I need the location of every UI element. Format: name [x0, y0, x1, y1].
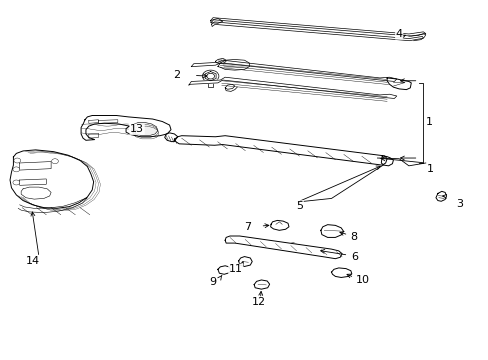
Circle shape — [14, 158, 20, 163]
Polygon shape — [331, 268, 351, 278]
Polygon shape — [224, 236, 342, 259]
Text: 13: 13 — [130, 124, 144, 134]
Polygon shape — [270, 220, 288, 230]
Polygon shape — [218, 266, 230, 274]
Polygon shape — [238, 257, 252, 266]
Polygon shape — [218, 59, 249, 70]
Polygon shape — [10, 150, 94, 208]
Polygon shape — [131, 123, 157, 135]
Text: 9: 9 — [209, 277, 216, 287]
Polygon shape — [386, 78, 410, 90]
Text: 8: 8 — [349, 233, 356, 242]
Polygon shape — [215, 58, 225, 64]
Polygon shape — [81, 116, 171, 140]
Circle shape — [13, 180, 20, 185]
Circle shape — [52, 159, 58, 164]
Text: 1: 1 — [427, 165, 433, 174]
Polygon shape — [164, 133, 178, 142]
Text: 11: 11 — [228, 264, 243, 274]
Polygon shape — [174, 136, 386, 165]
Polygon shape — [188, 77, 396, 99]
Polygon shape — [435, 192, 446, 201]
Text: 7: 7 — [243, 222, 250, 232]
Text: 14: 14 — [26, 256, 40, 266]
Text: 6: 6 — [350, 252, 357, 262]
Polygon shape — [254, 280, 269, 289]
Polygon shape — [381, 156, 393, 166]
Polygon shape — [191, 60, 396, 81]
Text: 12: 12 — [251, 297, 265, 307]
Text: 10: 10 — [355, 275, 369, 285]
Text: 3: 3 — [455, 199, 462, 209]
Polygon shape — [320, 225, 343, 238]
Text: 5: 5 — [296, 201, 303, 211]
Text: 2: 2 — [173, 71, 180, 80]
Text: 4: 4 — [395, 29, 402, 39]
Text: 1: 1 — [425, 117, 432, 126]
Circle shape — [13, 167, 20, 172]
